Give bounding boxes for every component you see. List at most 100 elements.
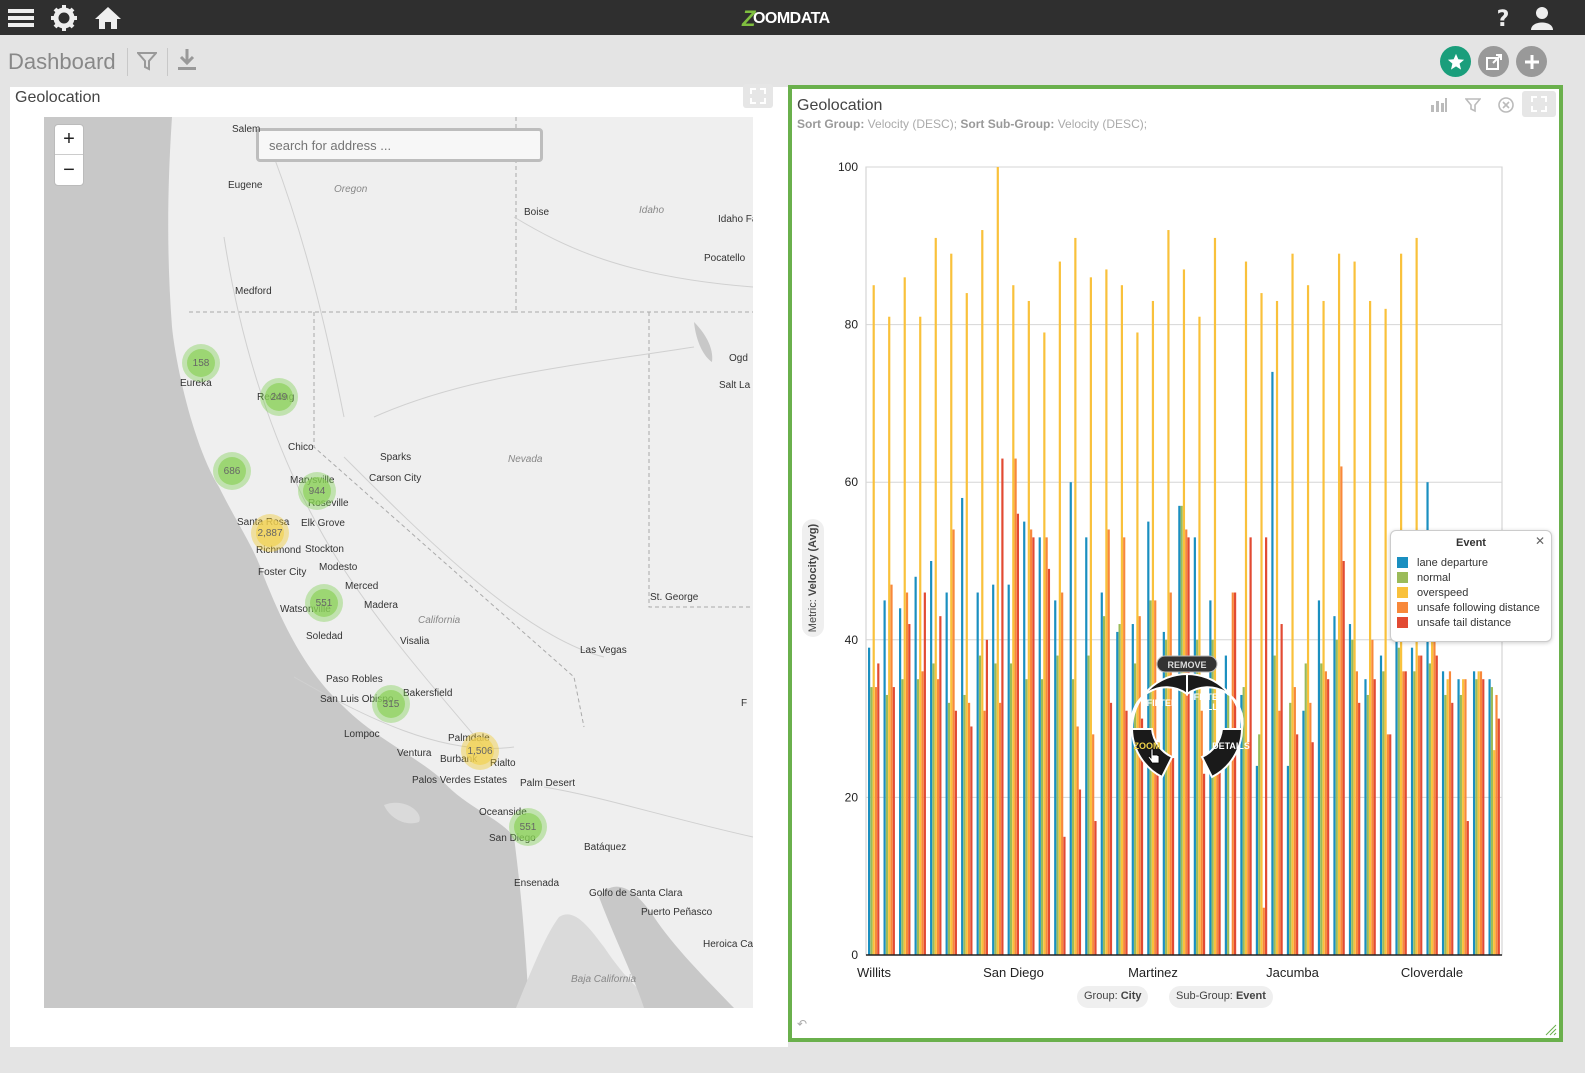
city-label: Merced [345, 581, 379, 592]
address-search-input[interactable] [256, 128, 543, 162]
bar [945, 592, 948, 955]
expand-button[interactable] [1522, 91, 1556, 117]
map-cluster[interactable]: 249 [260, 378, 298, 416]
city-label: Modesto [319, 562, 358, 573]
share-button[interactable] [1478, 46, 1509, 77]
app-logo: Z OOMDATA [742, 6, 830, 31]
legend-item[interactable]: unsafe following distance [1397, 600, 1551, 615]
map-background [44, 117, 753, 1008]
bar [1074, 237, 1077, 956]
map-cluster[interactable]: 1,506 [461, 732, 499, 770]
city-label: Boise [524, 207, 550, 218]
filter-segment[interactable] [1130, 672, 1188, 730]
map-cluster[interactable]: 686 [213, 452, 251, 490]
city-label: Heroica Ca [703, 939, 753, 950]
filter-icon [1465, 98, 1481, 113]
city-label: Elk Grove [301, 518, 345, 529]
filter-all-label[interactable]: FILTER ALL [1193, 692, 1225, 712]
map-cluster[interactable]: 315 [372, 685, 410, 723]
bar [1030, 529, 1033, 955]
add-button[interactable] [1516, 46, 1547, 77]
zoom-in-button[interactable]: + [55, 125, 83, 155]
expand-button[interactable] [743, 84, 773, 108]
city-label: Lompoc [344, 729, 380, 740]
legend-item[interactable]: overspeed [1397, 585, 1551, 600]
bar [1087, 655, 1090, 955]
bar [1386, 734, 1390, 955]
bar [930, 561, 933, 955]
bar [1273, 655, 1276, 955]
zoom-out-button[interactable]: − [63, 158, 75, 181]
bar [888, 316, 891, 956]
bar [921, 671, 924, 955]
bar [901, 679, 904, 955]
legend-item[interactable]: normal [1397, 570, 1551, 585]
user-icon[interactable] [1527, 3, 1557, 33]
bar [1435, 655, 1438, 955]
bar [1069, 482, 1072, 955]
zoom-label[interactable]: ZOOM [1133, 741, 1161, 751]
map-cluster[interactable]: 551 [305, 584, 343, 622]
map-cluster[interactable]: 158 [182, 344, 220, 382]
bar [1464, 679, 1467, 955]
menu-icon[interactable] [6, 3, 36, 33]
details-segment[interactable] [1200, 728, 1244, 779]
legend-item[interactable]: lane departure [1397, 555, 1551, 570]
y-tick-label: 20 [845, 790, 859, 804]
undo-icon[interactable]: ↶ [797, 1017, 808, 1031]
bar [1125, 710, 1128, 955]
bar [1131, 624, 1134, 955]
bar [1209, 600, 1212, 955]
bar [1448, 671, 1452, 955]
remove-button[interactable] [1156, 655, 1218, 673]
subgroup-selector[interactable]: Sub-Group: Event [1169, 986, 1273, 1008]
bar [1397, 647, 1400, 955]
filter-all-segment[interactable] [1186, 672, 1244, 730]
city-label: Palos Verdes Estates [412, 775, 508, 786]
bar [870, 687, 873, 955]
bar [1102, 616, 1106, 955]
filter-icon[interactable] [135, 51, 159, 76]
bar [1417, 655, 1421, 955]
resize-handle-icon[interactable] [1545, 1024, 1557, 1036]
bar [1289, 702, 1292, 955]
bar [1180, 505, 1183, 955]
bar [1258, 734, 1261, 955]
map[interactable]: + − Oregon Idaho Nevada California Baja … [44, 117, 753, 1008]
close-icon[interactable]: ✕ [1534, 534, 1545, 548]
chart-filter-button[interactable] [1462, 95, 1484, 115]
city-label: Pocatello [704, 253, 746, 264]
home-icon[interactable] [93, 3, 123, 33]
bar [1078, 789, 1082, 955]
download-icon[interactable] [177, 48, 197, 77]
bar [1457, 679, 1460, 955]
metric-selector[interactable]: Metric: Velocity (Avg) [802, 519, 824, 637]
bar [1364, 679, 1367, 955]
bar-chart: 0 20 40 60 80 100 Willits San Diego Martinez Jacu… [838, 160, 1503, 980]
bar [1466, 821, 1469, 955]
map-cluster[interactable]: 2,887 [251, 514, 289, 552]
close-circle-icon [1498, 97, 1514, 113]
gear-icon[interactable] [49, 3, 79, 33]
y-tick-label: 0 [851, 948, 858, 962]
group-selector[interactable]: Group: City [1077, 986, 1149, 1008]
bar [1280, 624, 1283, 955]
map-cluster[interactable]: 551 [509, 808, 547, 846]
map-cluster[interactable]: 944 [298, 472, 336, 510]
chart-type-button[interactable] [1428, 95, 1450, 115]
remove-label[interactable]: REMOVE [1167, 660, 1207, 670]
favorite-button[interactable] [1440, 46, 1471, 77]
legend-item[interactable]: unsafe tail distance [1397, 615, 1551, 630]
close-chart-button[interactable] [1495, 95, 1517, 115]
legend-swatch [1397, 587, 1408, 598]
help-icon[interactable]: ? [1488, 3, 1518, 33]
bar [1038, 537, 1041, 955]
filter-label[interactable]: FILTER [1146, 698, 1178, 708]
legend-title: Event [1456, 537, 1486, 549]
bar [961, 497, 964, 955]
bar [1431, 639, 1434, 955]
bar [1320, 663, 1323, 955]
details-label[interactable]: DETAILS [1212, 741, 1250, 751]
bar [1389, 734, 1392, 955]
city-label: Richmond [256, 545, 302, 556]
